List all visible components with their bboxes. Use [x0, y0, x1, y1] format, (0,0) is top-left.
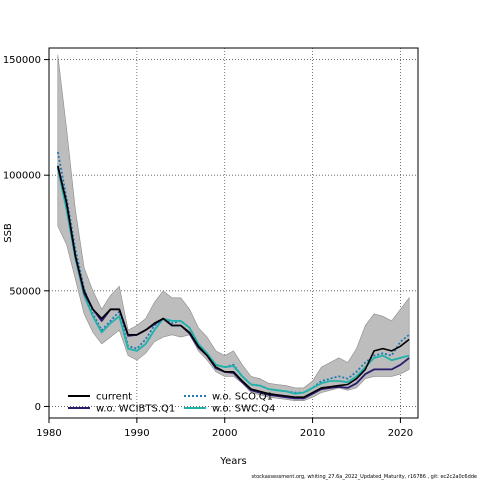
- y-tick-label: 0: [35, 402, 41, 413]
- series-line-current: [57, 165, 410, 399]
- series-line-w-o-sco-q1: [56, 151, 410, 394]
- x-tick-label: 1980: [36, 428, 61, 439]
- series-layer: [56, 151, 410, 400]
- x-axis-label: Years: [219, 456, 246, 467]
- y-tick-label: 150000: [3, 55, 41, 66]
- plot-frame: [48, 47, 419, 419]
- series-line-w-o-swc-q4: [56, 168, 410, 395]
- legend-label: w.o. SCO.Q1: [212, 392, 273, 403]
- x-tick-label: 2020: [388, 428, 413, 439]
- legend-label: current: [96, 392, 132, 403]
- legend-label: w.o. WCIBTS.Q1: [96, 404, 175, 415]
- x-tick-label: 1990: [124, 428, 149, 439]
- y-axis-label: SSB: [3, 223, 14, 243]
- x-tick-label: 2000: [212, 428, 237, 439]
- confidence-band: [57, 54, 410, 401]
- y-tick-label: 50000: [9, 286, 41, 297]
- y-tick-label: 100000: [3, 171, 41, 182]
- legend-label: w.o. SWC.Q4: [212, 404, 275, 415]
- x-tick-label: 2010: [300, 428, 325, 439]
- footer-note: stockassessment.org, whiting_27.6a_2022_…: [252, 474, 477, 480]
- x-axis-ticks: 1980 1990 2000 2010 2020: [36, 418, 413, 439]
- y-axis-ticks: 0 50000 100000 150000: [3, 55, 49, 413]
- confidence-band-layer: [57, 54, 410, 401]
